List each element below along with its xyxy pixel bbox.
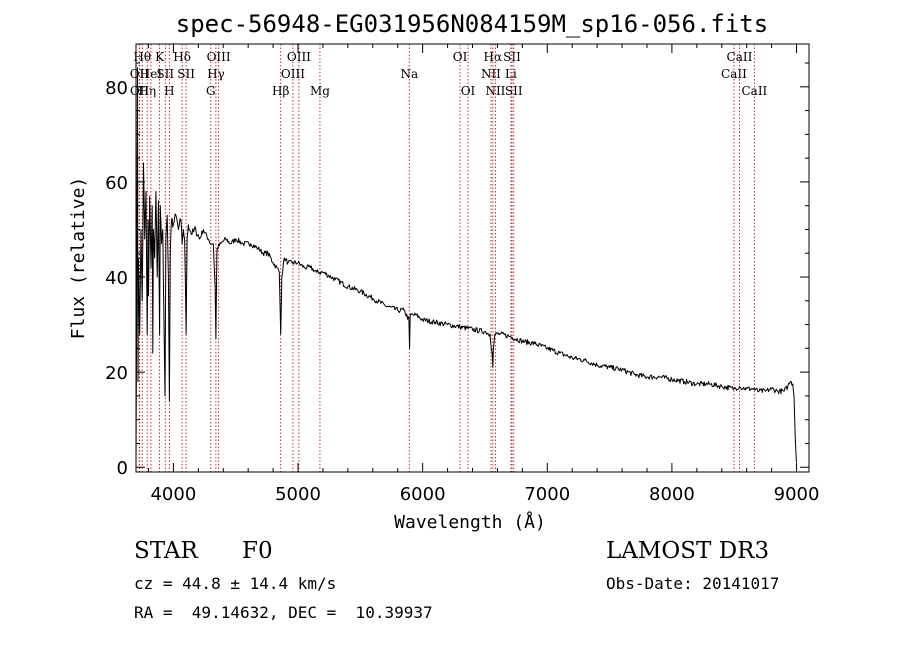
y-tick-label: 20 xyxy=(105,363,128,384)
line-label-oii: OII xyxy=(130,67,150,81)
line-label-na: Na xyxy=(400,67,418,81)
x-tick-label: 8000 xyxy=(649,484,695,505)
line-label-oii: OII xyxy=(130,84,150,98)
line-label-sii: SII xyxy=(177,67,195,81)
line-label-li: Li xyxy=(505,67,517,81)
plot-frame xyxy=(135,43,810,473)
line-label-hη: Hη xyxy=(138,84,156,98)
observation-date: Obs-Date: 20141017 xyxy=(606,574,780,593)
x-axis-ticks: 4000 5000 6000 7000 8000 9000 xyxy=(147,44,820,505)
sky-coordinates: RA = 49.14632, DEC = 10.39937 xyxy=(134,603,433,622)
y-tick-label: 80 xyxy=(105,78,128,99)
line-label-oiii: OIII xyxy=(287,50,311,64)
plot-border xyxy=(135,43,810,473)
line-label-hα: Hα xyxy=(484,50,503,64)
object-class: STAR xyxy=(134,538,198,564)
line-label-h: H xyxy=(164,84,174,98)
line-label-hei: HeI xyxy=(140,67,163,81)
line-label-nii: NII xyxy=(485,84,505,98)
line-label-oiii: OIII xyxy=(281,67,305,81)
y-tick-label: 0 xyxy=(117,458,128,479)
chart-title: spec-56948-EG031956N084159M_sp16-056.fit… xyxy=(176,10,768,38)
series-layer xyxy=(135,67,797,468)
line-label-caii: CaII xyxy=(727,50,753,64)
spectrum-chart: spec-56948-EG031956N084159M_sp16-056.fit… xyxy=(68,10,820,533)
line-label-g: G xyxy=(206,84,216,98)
redshift-velocity: cz = 44.8 ± 14.4 km/s xyxy=(134,574,337,593)
spectral-line-markers: OIIOIIHθHηHeIKSIIHHδSIIGHγOIIIHβOIIIOIII… xyxy=(130,44,768,472)
line-label-sii: SII xyxy=(503,50,521,64)
line-label-hδ: Hδ xyxy=(173,50,191,64)
x-tick-label: 4000 xyxy=(150,484,196,505)
line-label-oiii: OIII xyxy=(207,50,231,64)
x-tick-label: 9000 xyxy=(774,484,820,505)
line-label-hθ: Hθ xyxy=(133,50,151,64)
y-axis-ticks: 0 20 40 60 80 xyxy=(105,62,809,479)
x-tick-label: 6000 xyxy=(400,484,446,505)
line-label-oi: OI xyxy=(453,50,468,64)
line-label-hγ: Hγ xyxy=(207,67,225,81)
y-axis-label: Flux (relative) xyxy=(68,177,89,340)
line-label-caii: CaII xyxy=(741,84,767,98)
line-label-k: K xyxy=(155,50,165,64)
x-tick-label: 7000 xyxy=(524,484,570,505)
line-label-hβ: Hβ xyxy=(272,84,289,98)
x-axis-label: Wavelength (Å) xyxy=(394,511,546,533)
line-label-sii: SII xyxy=(505,84,523,98)
line-label-mg: Mg xyxy=(310,84,330,98)
object-subclass: F0 xyxy=(242,538,273,564)
line-label-nii: NII xyxy=(481,67,501,81)
line-label-sii: SII xyxy=(156,67,174,81)
survey-name: LAMOST DR3 xyxy=(606,538,770,564)
spectrum-line xyxy=(135,67,797,468)
line-label-caii: CaII xyxy=(721,67,747,81)
line-label-oi: OI xyxy=(461,84,476,98)
y-tick-label: 60 xyxy=(105,173,128,194)
y-tick-label: 40 xyxy=(105,268,128,289)
x-tick-label: 5000 xyxy=(275,484,321,505)
